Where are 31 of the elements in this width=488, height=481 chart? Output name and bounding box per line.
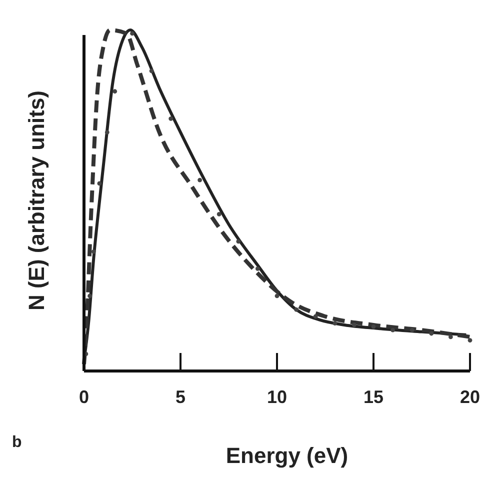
point bbox=[371, 324, 376, 329]
point bbox=[112, 89, 118, 94]
point bbox=[168, 116, 174, 121]
x-tick-label: 10 bbox=[266, 387, 288, 407]
point bbox=[91, 249, 96, 254]
text: b bbox=[12, 434, 22, 451]
point bbox=[429, 331, 434, 336]
x-tick-label: 5 bbox=[175, 387, 186, 407]
point bbox=[149, 68, 154, 74]
point bbox=[130, 31, 134, 36]
point bbox=[352, 322, 356, 328]
point bbox=[313, 314, 318, 319]
point bbox=[390, 328, 395, 332]
point bbox=[410, 328, 414, 332]
point bbox=[88, 294, 92, 298]
point bbox=[104, 130, 110, 134]
point bbox=[97, 181, 102, 186]
point bbox=[332, 321, 338, 326]
point bbox=[256, 266, 260, 271]
x-axis-title: Energy (eV) bbox=[226, 443, 348, 468]
point bbox=[448, 334, 453, 340]
point bbox=[294, 307, 298, 312]
point bbox=[236, 239, 241, 244]
x-tick-label: 20 bbox=[460, 387, 480, 407]
point bbox=[216, 212, 222, 216]
x-tick-label: 0 bbox=[78, 387, 90, 407]
point bbox=[468, 338, 472, 343]
point bbox=[198, 178, 202, 182]
point bbox=[274, 294, 280, 298]
y-axis-title: N (E) (arbitrary units) bbox=[24, 90, 49, 311]
x-tick-label: 15 bbox=[363, 387, 384, 407]
